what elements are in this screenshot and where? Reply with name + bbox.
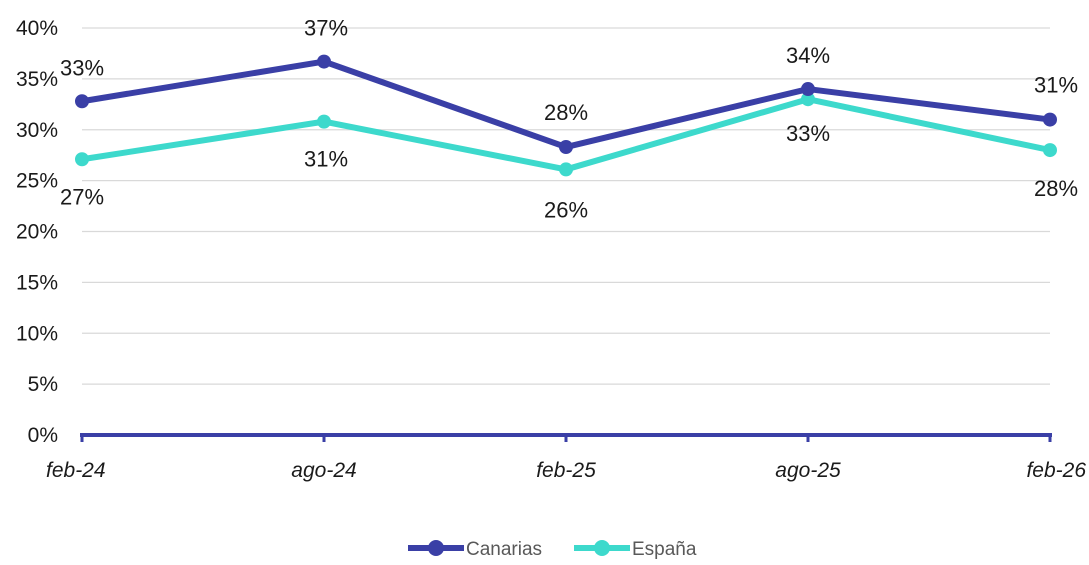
x-tick-label: ago-24 — [291, 459, 356, 482]
data-point — [801, 92, 815, 107]
y-tick-label: 40% — [16, 17, 58, 40]
legend-marker — [428, 540, 444, 556]
legend-marker — [594, 540, 610, 556]
data-label: 27% — [60, 184, 104, 209]
y-tick-label: 15% — [16, 271, 58, 294]
data-point — [801, 82, 815, 97]
data-point — [75, 152, 89, 167]
legend-label: Canarias — [466, 539, 542, 560]
y-tick-label: 25% — [16, 170, 58, 193]
data-label: 33% — [60, 55, 104, 80]
y-axis-tick-labels: 0% 5% 10% 15% 20% 25% 30% 35% 40% — [16, 17, 58, 447]
data-labels: 33% 37% 28% 34% 31% 27% 31% 26% 33% 28% — [60, 16, 1078, 223]
x-tick-label: feb-26 — [1026, 459, 1086, 482]
y-tick-label: 10% — [16, 322, 58, 345]
data-label: 28% — [544, 100, 588, 125]
data-point — [75, 94, 89, 109]
x-tick-label: feb-24 — [46, 459, 106, 482]
data-label: 37% — [304, 16, 348, 41]
data-label: 26% — [544, 197, 588, 222]
x-axis — [80, 433, 1052, 442]
y-tick-label: 20% — [16, 221, 58, 244]
data-label: 34% — [786, 43, 830, 68]
y-tick-label: 5% — [28, 373, 58, 396]
series-lines — [75, 54, 1057, 177]
data-label: 28% — [1034, 176, 1078, 201]
data-label: 33% — [786, 121, 830, 146]
data-point — [559, 162, 573, 177]
y-tick-label: 0% — [28, 424, 58, 447]
data-point — [317, 114, 331, 129]
data-label: 31% — [304, 147, 348, 172]
y-tick-label: 30% — [16, 119, 58, 142]
data-label: 31% — [1034, 73, 1078, 98]
y-tick-label: 35% — [16, 68, 58, 91]
legend-label: España — [632, 539, 697, 560]
x-tick-label: ago-25 — [775, 459, 841, 482]
data-point — [1043, 143, 1057, 158]
data-point — [1043, 112, 1057, 127]
data-point — [559, 140, 573, 155]
x-tick-label: feb-25 — [536, 459, 596, 482]
gridlines — [82, 27, 1050, 385]
x-axis-tick-labels: feb-24 ago-24 feb-25 ago-25 feb-26 — [46, 459, 1086, 482]
data-point — [317, 54, 331, 69]
legend: Canarias España — [408, 539, 697, 560]
